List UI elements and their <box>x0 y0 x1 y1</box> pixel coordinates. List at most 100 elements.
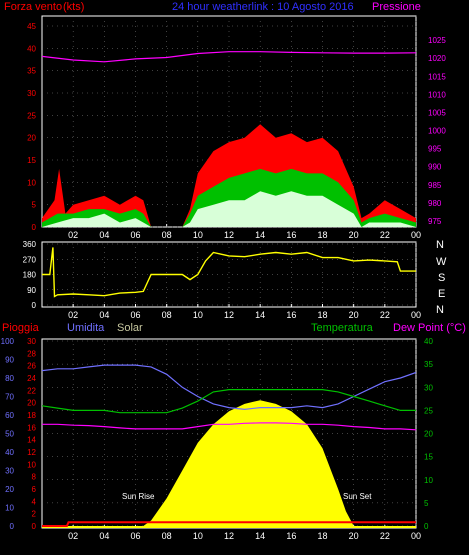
y-tick-direction: 0 <box>32 301 37 310</box>
y-tick-left: 15 <box>27 156 36 165</box>
y-tick-right: 1000 <box>428 127 446 136</box>
y-tick-left: 40 <box>27 44 36 53</box>
sunset-annotation: Sun Set <box>343 492 372 501</box>
y-tick-rain: 18 <box>27 411 36 420</box>
y-tick-left: 30 <box>27 89 36 98</box>
compass-w: W <box>436 256 447 268</box>
y-tick-right: 985 <box>428 181 442 190</box>
compass-n-top: N <box>436 239 444 251</box>
y-tick-left: 45 <box>27 22 36 31</box>
wind-min-area <box>42 191 416 227</box>
dew-point-label: Dew Point (°C) <box>393 322 466 334</box>
y-tick-left: 0 <box>32 223 37 232</box>
y-tick-left: 35 <box>27 67 36 76</box>
right-axis-label: Pressione <box>372 1 421 13</box>
y-tick-rain: 12 <box>27 448 36 457</box>
y-tick-rain: 6 <box>32 485 37 494</box>
y-tick-left: 20 <box>27 134 36 143</box>
x-tick-label: 04 <box>99 310 109 320</box>
y-tick-rain: 20 <box>27 399 36 408</box>
y-tick-humidity: 40 <box>5 448 14 457</box>
temperature-line <box>42 389 416 414</box>
x-tick-label: 00 <box>411 310 421 320</box>
x-tick-label: 18 <box>317 230 327 240</box>
y-tick-humidity: 80 <box>5 374 14 383</box>
x-tick-label: 02 <box>68 531 78 541</box>
x-tick-label: 02 <box>68 230 78 240</box>
y-tick-right: 1025 <box>428 36 446 45</box>
x-tick-label: 08 <box>162 310 172 320</box>
y-tick-temperature: 5 <box>424 499 429 508</box>
y-tick-direction: 360 <box>23 240 37 249</box>
chart-title: 24 hour weatherlink : 10 Agosto 2016 <box>172 1 354 13</box>
y-tick-rain: 4 <box>32 497 37 506</box>
y-tick-right: 980 <box>428 199 442 208</box>
left-axis-unit: (kts) <box>63 1 84 13</box>
y-tick-right: 995 <box>428 145 442 154</box>
y-tick-right: 1015 <box>428 72 446 81</box>
y-tick-rain: 28 <box>27 349 36 358</box>
x-tick-label: 10 <box>193 230 203 240</box>
x-tick-label: 12 <box>224 531 234 541</box>
y-tick-humidity: 20 <box>5 485 14 494</box>
y-tick-humidity: 70 <box>5 393 14 402</box>
rain-line <box>42 521 416 527</box>
wind-direction-line <box>42 247 416 298</box>
y-tick-right: 975 <box>428 217 442 226</box>
y-tick-humidity: 100 <box>1 337 15 346</box>
y-tick-rain: 22 <box>27 386 36 395</box>
x-tick-label: 16 <box>286 531 296 541</box>
x-tick-label: 00 <box>411 531 421 541</box>
dew-point-line <box>42 422 416 431</box>
y-tick-rain: 14 <box>27 436 36 445</box>
y-tick-direction: 180 <box>23 271 37 280</box>
compass-s: S <box>438 272 445 284</box>
y-tick-rain: 26 <box>27 362 36 371</box>
y-tick-temperature: 10 <box>424 476 433 485</box>
x-tick-label: 20 <box>349 531 359 541</box>
y-tick-temperature: 35 <box>424 360 433 369</box>
compass-n-bottom: N <box>436 304 444 316</box>
x-tick-label: 02 <box>68 310 78 320</box>
y-tick-humidity: 50 <box>5 430 14 439</box>
y-tick-humidity: 10 <box>5 504 14 513</box>
y-tick-temperature: 40 <box>424 337 433 346</box>
x-tick-label: 16 <box>286 310 296 320</box>
pressure-line <box>42 51 416 63</box>
x-tick-label: 04 <box>99 230 109 240</box>
x-tick-label: 12 <box>224 310 234 320</box>
compass-labels: N W S E N <box>436 239 447 316</box>
y-tick-right: 1010 <box>428 90 446 99</box>
y-tick-direction: 270 <box>23 255 37 264</box>
y-tick-left: 10 <box>27 178 36 187</box>
y-tick-temperature: 0 <box>424 522 429 531</box>
x-tick-label: 06 <box>130 230 140 240</box>
y-tick-rain: 2 <box>32 510 37 519</box>
x-tick-label: 20 <box>349 230 359 240</box>
y-tick-rain: 0 <box>32 522 37 531</box>
y-tick-left: 25 <box>27 111 36 120</box>
x-tick-label: 22 <box>380 531 390 541</box>
compass-e: E <box>438 288 445 300</box>
x-tick-label: 14 <box>255 531 265 541</box>
y-tick-humidity: 90 <box>5 356 14 365</box>
solar-label: Solar <box>117 322 143 334</box>
y-tick-direction: 90 <box>27 286 36 295</box>
sunrise-annotation: Sun Rise <box>122 492 155 501</box>
x-tick-label: 18 <box>317 531 327 541</box>
x-tick-label: 14 <box>255 230 265 240</box>
y-tick-rain: 16 <box>27 423 36 432</box>
y-tick-rain: 8 <box>32 473 37 482</box>
x-tick-label: 08 <box>162 230 172 240</box>
x-tick-label: 10 <box>193 310 203 320</box>
y-tick-rain: 10 <box>27 460 36 469</box>
y-tick-temperature: 20 <box>424 430 433 439</box>
x-tick-label: 06 <box>130 531 140 541</box>
x-tick-label: 18 <box>317 310 327 320</box>
y-tick-temperature: 15 <box>424 453 433 462</box>
x-tick-label: 06 <box>130 310 140 320</box>
solar-area <box>42 400 416 528</box>
y-tick-rain: 30 <box>27 337 36 346</box>
y-tick-right: 990 <box>428 163 442 172</box>
